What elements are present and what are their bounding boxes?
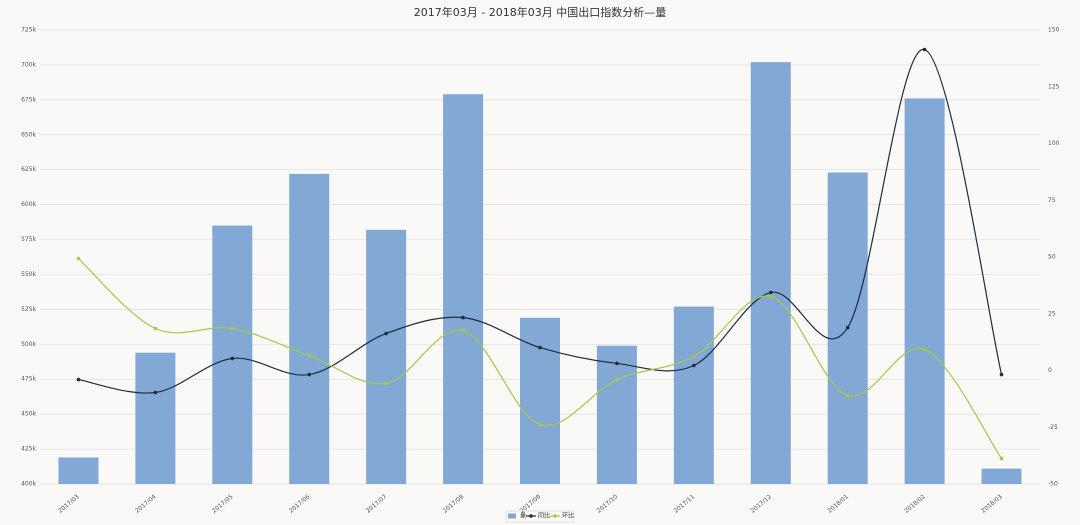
- line-point: [76, 377, 81, 382]
- y-tick-label: 500k: [21, 341, 36, 348]
- bar: [750, 62, 791, 484]
- bar: [135, 352, 176, 484]
- legend-label: 量: [520, 513, 526, 520]
- y2-tick-label: 50: [1048, 254, 1056, 261]
- legend-swatch: [508, 513, 516, 519]
- legend-swatch: [553, 514, 557, 518]
- bar: [520, 317, 560, 484]
- x-tick-label: 2017/07: [365, 493, 389, 515]
- line-point: [153, 326, 158, 331]
- y-tick-label: 525k: [21, 306, 36, 313]
- y2-tick-label: 100: [1048, 140, 1060, 147]
- bar: [596, 345, 637, 484]
- x-tick-label: 2017/03: [57, 493, 81, 515]
- line-point: [999, 456, 1004, 461]
- line-point: [845, 393, 850, 398]
- y2-tick-label: 75: [1048, 197, 1056, 204]
- y2-tick-label: 125: [1048, 83, 1060, 90]
- y-tick-label: 625k: [21, 166, 36, 173]
- line-point: [615, 377, 619, 382]
- line-point: [384, 331, 388, 336]
- line-point: [692, 354, 696, 359]
- bar: [58, 457, 99, 484]
- line-point: [922, 47, 927, 52]
- y-tick-label: 575k: [21, 236, 36, 243]
- line-point: [692, 363, 696, 368]
- y-tick-label: 475k: [21, 376, 36, 383]
- x-tick-label: 2017/11: [672, 493, 696, 515]
- y2-tick-label: 150: [1048, 27, 1060, 34]
- x-tick-label: 2017/06: [288, 493, 312, 515]
- y-tick-label: 675k: [21, 96, 36, 103]
- bar: [981, 468, 1022, 484]
- line-point: [307, 372, 312, 377]
- x-tick-label: 2017/04: [134, 493, 158, 515]
- legend-frame: [505, 510, 575, 523]
- line-point: [999, 372, 1004, 377]
- bar: [366, 229, 407, 484]
- y-tick-label: 725k: [21, 27, 36, 34]
- legend-label: 同比: [538, 512, 550, 520]
- y-tick-label: 425k: [21, 446, 36, 453]
- x-tick-label: 2017/08: [442, 493, 466, 515]
- legend-label: 环比: [562, 512, 574, 520]
- y-tick-label: 450k: [21, 411, 36, 418]
- legend-swatch: [529, 514, 533, 518]
- line-point: [153, 390, 158, 395]
- line-point: [845, 325, 850, 330]
- x-tick-label: 2017/10: [596, 493, 620, 515]
- y-tick-label: 650k: [21, 131, 36, 138]
- y2-tick-label: -50: [1048, 481, 1058, 488]
- line-point: [538, 422, 542, 427]
- y-tick-label: 400k: [21, 481, 36, 488]
- bar: [212, 225, 253, 485]
- x-tick-label: 2018/02: [903, 493, 927, 515]
- x-tick-label: 2018/03: [980, 493, 1004, 515]
- y2-tick-label: 0: [1048, 367, 1052, 374]
- line-point: [307, 353, 312, 358]
- bar: [904, 98, 945, 485]
- x-tick-label: 2018/01: [826, 493, 850, 515]
- line-point: [768, 294, 773, 299]
- line-point: [230, 326, 235, 331]
- x-tick-label: 2017/12: [749, 493, 773, 515]
- line-point: [615, 361, 619, 366]
- line-point: [538, 345, 542, 350]
- line-point: [384, 381, 388, 386]
- line-point: [230, 356, 235, 361]
- bar: [443, 94, 484, 485]
- line-point: [76, 256, 81, 261]
- y-tick-label: 700k: [21, 61, 36, 68]
- line-point: [922, 347, 927, 352]
- chart-title: 2017年03月 - 2018年03月 中国出口指数分析—量: [414, 5, 666, 19]
- y-tick-label: 550k: [21, 271, 36, 278]
- x-tick-label: 2017/05: [211, 493, 235, 515]
- line-point: [461, 328, 465, 333]
- line-point: [768, 290, 773, 295]
- y-tick-label: 600k: [21, 201, 36, 208]
- bar: [289, 173, 330, 485]
- line-point: [461, 315, 465, 320]
- x-tick-label: 2017/09: [519, 493, 543, 515]
- y2-tick-label: 25: [1048, 310, 1056, 317]
- y2-tick-label: -25: [1048, 424, 1058, 431]
- bar: [673, 306, 714, 484]
